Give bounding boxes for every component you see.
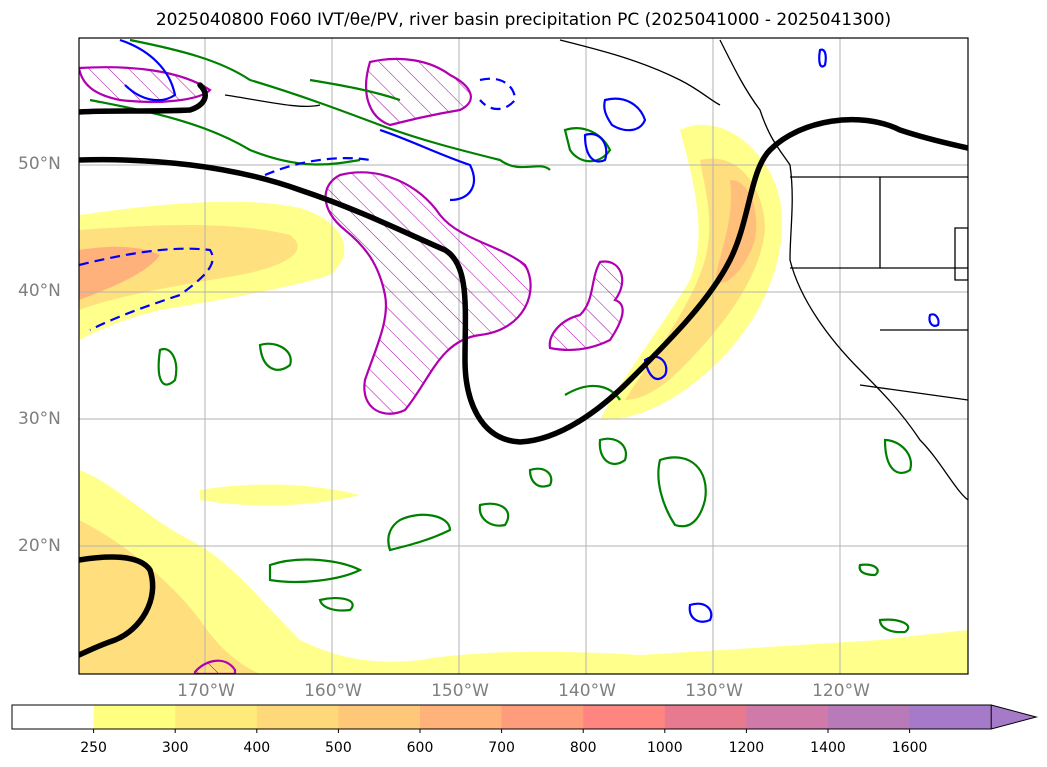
colorbar-tick-label: 700 [488,740,515,756]
ivt-shading [79,124,968,674]
pressure-contours [79,82,968,658]
lon-tick-label: 160°W [304,681,362,701]
lat-tick-label: 30°N [18,408,61,429]
colorbar-tick-label: 1000 [646,740,683,756]
negative-contours [79,38,940,623]
colorbar-segment [583,705,666,729]
colorbar-segment [664,705,747,729]
lat-tick-label: 40°N [18,281,61,302]
colorbar-tick-label: 400 [243,740,271,756]
colorbar-segment [420,705,503,729]
colorbar-segment [256,705,339,729]
colorbar-tick-label: 300 [161,740,189,756]
colorbar-tick-label: 800 [569,740,597,756]
colorbar-segment [338,705,421,729]
colorbar-tick-label: 1600 [891,740,928,756]
graticule [79,38,968,674]
colorbar-segment [746,705,829,729]
map-frame [78,37,969,675]
lon-tick-label: 150°W [431,681,489,701]
colorbar-segment [175,705,258,729]
colorbar-extend-arrow [990,704,1039,730]
colorbar-tick-label: 500 [325,740,352,756]
colorbar-tick-label: 1400 [810,740,846,756]
colorbar-tick-label: 250 [80,740,107,756]
lon-tick-label: 130°W [685,681,743,701]
colorbar-segment [909,705,992,729]
colorbar-segment [93,705,176,729]
map-title: 2025040800 F060 IVT/θe/PV, river basin p… [155,10,892,30]
colorbar-segment [12,705,95,729]
map-panel [79,38,968,674]
pv-contours [79,57,624,674]
lon-tick-label: 140°W [558,681,616,701]
lat-tick-label: 50°N [18,154,61,175]
colorbar-segment [828,705,911,729]
colorbar-tick-label: 1200 [728,740,765,756]
lon-tick-label: 120°W [812,681,870,701]
lon-tick-label: 170°W [177,681,235,701]
colorbar [11,704,1039,733]
coastlines [224,39,968,501]
lat-tick-label: 20°N [18,535,61,556]
colorbar-segment [501,705,584,729]
colorbar-tick-label: 600 [406,740,434,756]
